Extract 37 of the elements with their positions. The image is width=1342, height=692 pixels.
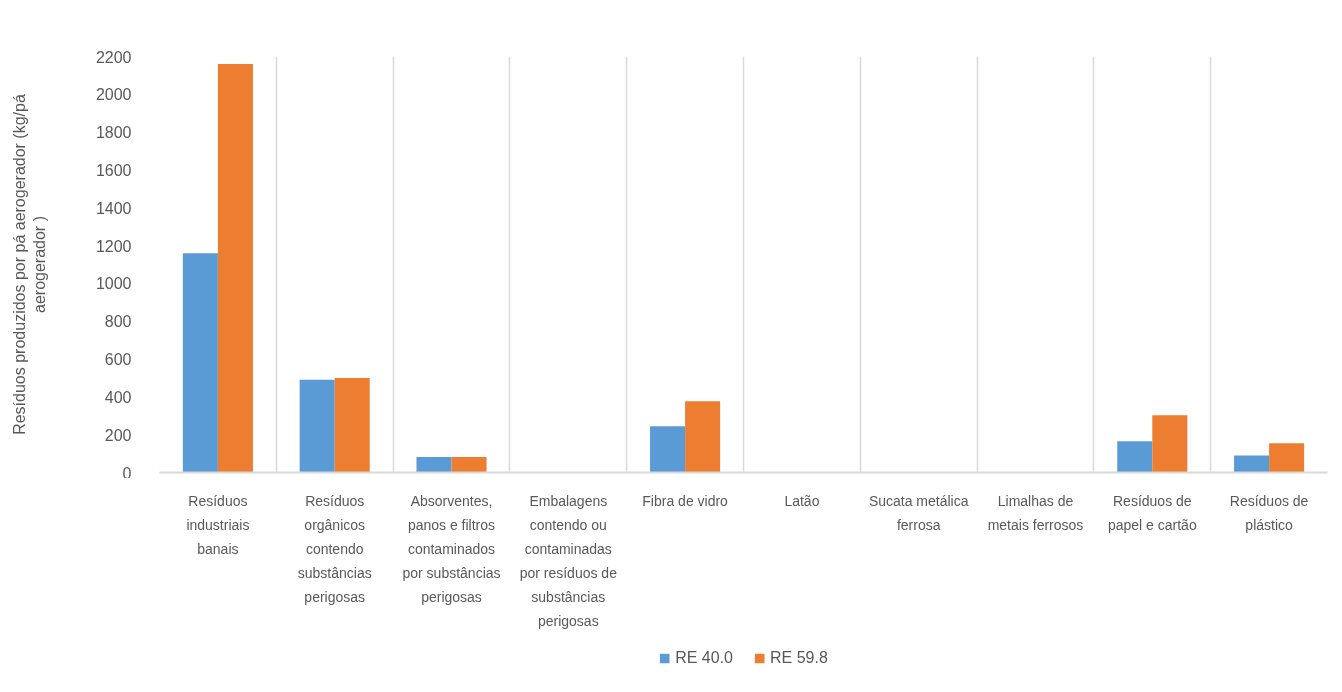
bar [334,377,370,473]
y-tick-label: 800 [104,313,132,331]
y-tick-label: 600 [104,351,132,369]
bar [182,253,218,473]
bar [217,64,253,473]
y-tick-label: 1800 [95,124,132,142]
x-tick-label: Resíduos de plástico [1229,492,1309,533]
y-tick-label: 1000 [95,275,132,293]
y-axis-title: Resíduos produzidos por pá aerogerador (kg/pá aerogerador ) [10,94,48,435]
x-tick-label: Latão [784,492,820,509]
bar [1234,455,1270,473]
x-tick-label: Fibra de vidro [642,492,729,509]
x-tick-label: Limalhas de metais ferrosos [987,492,1084,533]
x-tick-label: Embalagens contendo ou contaminadas por resíduos de substâncias perigosas [519,492,618,629]
y-tick-label: 200 [104,426,132,444]
y-tick-label: 1400 [95,199,132,217]
y-tick-label: 2200 [95,48,132,66]
x-tick-label: Resíduos de papel e cartão [1107,492,1197,533]
y-tick-label: 2000 [95,86,132,104]
x-tick-label: Resíduos orgânicos contendo substâncias perigosas [297,492,372,605]
y-tick-label: 1200 [95,237,132,255]
x-tick-label: Resíduos industriais banais [186,492,250,557]
y-tick-label: 0 [122,464,132,482]
bar [451,456,487,473]
legend-label: RE 59.8 [770,649,828,667]
bar [1269,443,1305,473]
y-tick-label: 400 [104,388,132,406]
legend-label: RE 40.0 [675,649,733,667]
bar [1152,415,1188,473]
bar [299,379,335,473]
bar [416,456,452,473]
bar [685,401,721,473]
bar [650,426,686,473]
x-tick-label: Absorventes, panos e filtros contaminados por substâncias perigosas [402,492,501,605]
y-tick-label: 1600 [95,161,132,179]
x-tick-label: Sucata metálica ferrosa [868,492,969,533]
bar [1117,441,1153,473]
